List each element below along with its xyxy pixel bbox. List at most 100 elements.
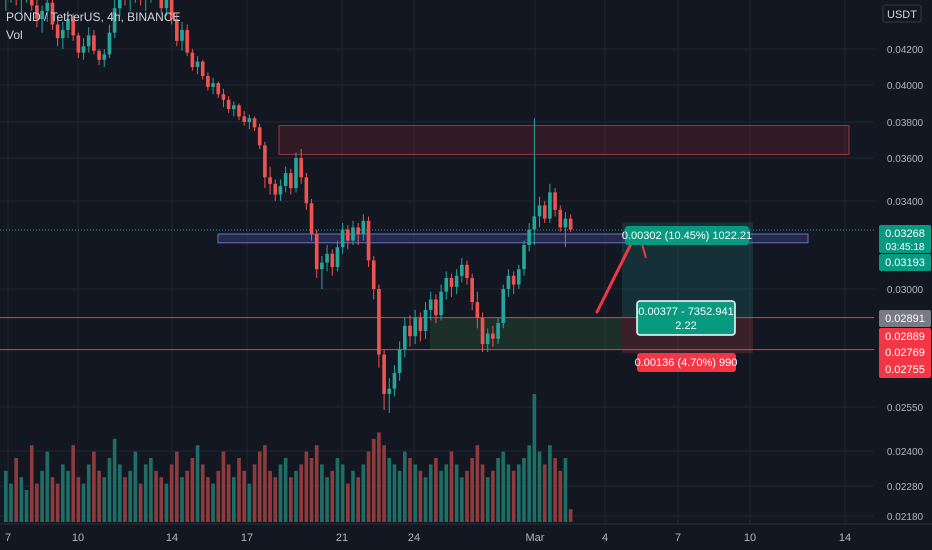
volume-bar (434, 458, 438, 522)
candle-body (294, 158, 298, 189)
candle (237, 103, 241, 121)
candle (81, 38, 86, 60)
target-label[interactable]: 0.00302 (10.45%) 1022.21 (622, 226, 752, 245)
symbol-title: POND / TetherUS, 4h, BINANCE (6, 10, 181, 24)
volume-bar (527, 445, 531, 522)
candle (263, 141, 267, 189)
candle (5, 0, 7, 11)
volume-bar (55, 483, 60, 522)
candle-body (501, 289, 506, 324)
price-tick-label: 0.03800 (887, 118, 924, 129)
volume-bar (237, 458, 241, 522)
time-tick-label: 17 (241, 532, 253, 544)
candle (289, 168, 293, 195)
candle (86, 27, 91, 53)
volume-bar (558, 470, 563, 522)
volume-bar (403, 451, 407, 522)
position-overlays (595, 242, 647, 314)
candle-body (314, 234, 319, 270)
time-axis[interactable] (0, 524, 932, 550)
candle (325, 245, 329, 272)
candle-body (190, 52, 195, 67)
volume-bar (387, 458, 392, 522)
candle-body (356, 227, 360, 234)
volume-bar (283, 458, 288, 522)
candle (92, 29, 96, 55)
candle-body (470, 278, 474, 303)
volume-bar (351, 470, 355, 522)
candle-body (169, 0, 174, 20)
volume-bar (92, 451, 96, 522)
volume-bar (330, 470, 335, 522)
candle (423, 302, 428, 339)
candle-body (428, 299, 433, 310)
candle-body (377, 289, 381, 355)
candle (195, 56, 200, 75)
candle (418, 312, 423, 342)
candle-body (237, 105, 241, 117)
candle (465, 260, 469, 285)
volume-bar (185, 470, 189, 522)
candle-body (226, 99, 231, 110)
candle (211, 77, 215, 95)
candle (356, 223, 360, 245)
candle (278, 179, 283, 201)
candle (371, 256, 376, 300)
volume-bar (112, 438, 117, 522)
volume-bar (289, 477, 293, 522)
svg-text:2.22: 2.22 (675, 320, 696, 332)
candle-body (485, 333, 490, 345)
time-axis-ticks: 7 10 14 17 21 24 Mar 4 7 10 14 (5, 532, 851, 544)
volume-bar (40, 470, 44, 522)
volume-bar (154, 470, 158, 522)
candle-body (382, 354, 386, 394)
candle (408, 315, 412, 347)
candle (268, 166, 272, 195)
svg-text:0.00302 (10.45%) 1022.21: 0.00302 (10.45%) 1022.21 (622, 230, 752, 242)
entry-level-value: 0.02891 (885, 313, 925, 325)
candle-body (320, 262, 324, 270)
candle (200, 59, 205, 80)
candle (532, 118, 537, 245)
time-tick-label: 10 (72, 532, 84, 544)
candle-body (29, 0, 34, 6)
candle-body (252, 118, 257, 128)
volume-bar (35, 483, 39, 522)
candle-body (335, 247, 340, 267)
volume-bar (299, 464, 303, 522)
candle (66, 10, 70, 39)
candle-body (454, 275, 459, 287)
volume-bar (86, 464, 91, 522)
candle-body (263, 145, 267, 178)
volume-bar (232, 477, 236, 522)
candle (221, 88, 226, 108)
candle-body (397, 349, 402, 373)
candle (568, 214, 573, 232)
volume-bar (428, 464, 433, 522)
volume-bar (9, 483, 13, 522)
candle-body (35, 5, 39, 20)
candle-body (45, 2, 50, 11)
price-axis-ticks: 0.04200 0.04000 0.03800 0.03600 0.03400 0.030… (887, 45, 924, 523)
candle (346, 225, 350, 250)
candle (428, 291, 433, 321)
candle (351, 220, 355, 245)
stop-label[interactable]: 0.00136 (4.70%) 990 (635, 353, 738, 372)
volume-bar (501, 451, 506, 522)
candle-body (532, 216, 537, 230)
volume-bar (149, 458, 153, 522)
candle (257, 123, 262, 149)
volume-bar (143, 464, 148, 522)
currency-box[interactable] (882, 4, 922, 23)
bar-countdown: 03:45:18 (886, 242, 925, 253)
candle-body (460, 264, 464, 276)
price-tick-label: 0.03600 (887, 154, 924, 165)
candle-body (548, 192, 552, 219)
candle-body (92, 35, 96, 51)
position-summary-label[interactable]: 0.00377 - 7352.941 2.22 (636, 300, 736, 336)
candle (164, 0, 169, 17)
volume-bar (4, 470, 8, 522)
candle (20, 0, 22, 14)
candle-body (107, 32, 112, 55)
